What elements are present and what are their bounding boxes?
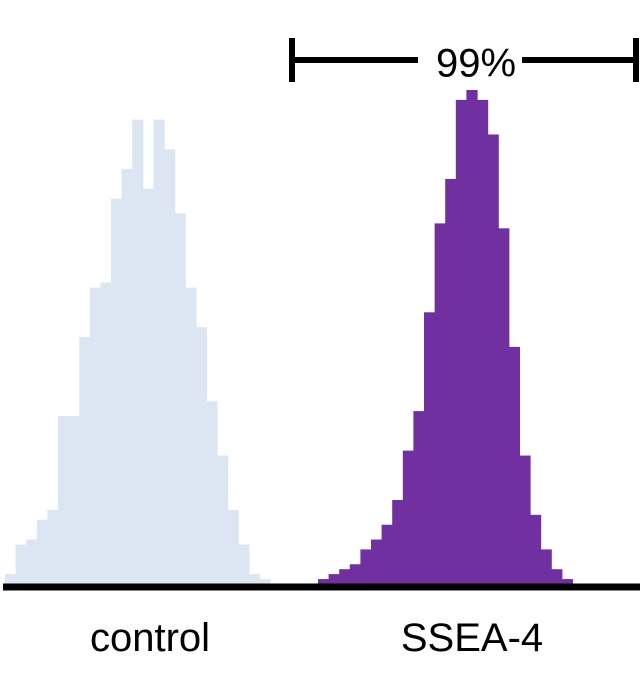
control-bar-24 — [248, 574, 260, 584]
control-bar-6 — [58, 416, 70, 584]
ssea4-bar-17 — [487, 134, 499, 584]
ssea4-bar-11 — [424, 312, 436, 584]
ssea4-histogram — [318, 90, 573, 585]
control-bar-10 — [100, 282, 112, 584]
control-label: control — [90, 616, 210, 660]
control-bar-1 — [5, 574, 17, 584]
control-bar-22 — [227, 509, 239, 584]
control-bar-23 — [238, 544, 250, 584]
ssea4-bar-24 — [561, 579, 573, 584]
control-bar-7 — [68, 416, 80, 584]
ssea4-bar-18 — [498, 228, 510, 584]
ssea4-bar-23 — [551, 569, 563, 584]
ssea4-bar-1 — [318, 579, 330, 584]
ssea4-label: SSEA-4 — [401, 616, 543, 660]
ssea4-bar-19 — [508, 346, 520, 584]
control-bar-21 — [217, 455, 229, 584]
ssea4-bar-14 — [455, 99, 467, 584]
control-bar-14 — [142, 188, 154, 585]
ssea4-bar-12 — [434, 223, 446, 584]
gate-percent-label: 99% — [436, 42, 516, 86]
control-bar-3 — [26, 539, 38, 584]
control-bar-5 — [47, 509, 59, 584]
control-bar-20 — [206, 401, 218, 584]
control-histogram — [5, 119, 271, 585]
ssea4-bar-4 — [349, 564, 361, 584]
ssea4-bar-5 — [360, 549, 372, 584]
ssea4-bar-16 — [477, 99, 489, 584]
control-bar-18 — [185, 287, 197, 584]
ssea4-bar-15 — [466, 90, 478, 584]
ssea4-bar-3 — [339, 569, 351, 584]
control-bar-11 — [111, 198, 123, 584]
control-bar-16 — [164, 149, 176, 584]
control-bar-19 — [195, 327, 207, 584]
control-bar-8 — [79, 337, 91, 584]
ssea4-bar-9 — [402, 450, 414, 584]
ssea4-bar-21 — [530, 514, 542, 584]
control-bar-12 — [121, 169, 133, 585]
control-bar-4 — [36, 519, 48, 584]
ssea4-bar-22 — [540, 549, 552, 584]
ssea4-bar-10 — [413, 411, 425, 584]
ssea4-bar-8 — [392, 500, 404, 584]
control-bar-13 — [132, 119, 144, 584]
control-bar-2 — [15, 544, 27, 584]
control-bar-15 — [153, 119, 165, 584]
ssea4-bar-7 — [381, 524, 393, 584]
ssea4-bar-20 — [519, 455, 531, 584]
ssea4-bar-6 — [371, 539, 383, 584]
control-bar-9 — [89, 287, 101, 584]
ssea4-bar-2 — [328, 574, 340, 584]
positive-gate-bracket: 99% — [289, 38, 639, 86]
control-bar-25 — [259, 579, 271, 584]
control-bar-17 — [174, 213, 186, 584]
ssea4-bar-13 — [445, 178, 457, 585]
